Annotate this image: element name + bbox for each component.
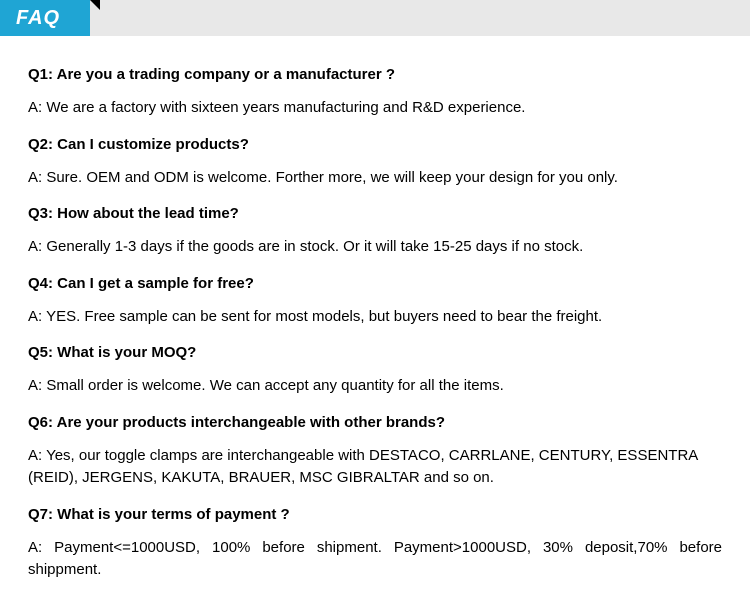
faq-item: Q1: Are you a trading company or a manuf… — [28, 64, 722, 120]
faq-answer: A: Payment<=1000USD, 100% before shipmen… — [28, 537, 722, 582]
faq-tab: FAQ — [0, 0, 90, 36]
faq-question: Q6: Are your products interchangeable wi… — [28, 412, 722, 433]
faq-answer: A: YES. Free sample can be sent for most… — [28, 306, 722, 329]
faq-answer: A: Small order is welcome. We can accept… — [28, 375, 722, 398]
faq-question: Q1: Are you a trading company or a manuf… — [28, 64, 722, 85]
faq-content: Q1: Are you a trading company or a manuf… — [0, 36, 750, 606]
faq-item: Q3: How about the lead time? A: Generall… — [28, 203, 722, 259]
faq-answer: A: Sure. OEM and ODM is welcome. Forther… — [28, 167, 722, 190]
faq-question: Q7: What is your terms of payment ? — [28, 504, 722, 525]
faq-item: Q5: What is your MOQ? A: Small order is … — [28, 342, 722, 398]
faq-question: Q5: What is your MOQ? — [28, 342, 722, 363]
faq-item: Q4: Can I get a sample for free? A: YES.… — [28, 273, 722, 329]
faq-item: Q7: What is your terms of payment ? A: P… — [28, 504, 722, 582]
faq-item: Q2: Can I customize products? A: Sure. O… — [28, 134, 722, 190]
faq-answer: A: Generally 1-3 days if the goods are i… — [28, 236, 722, 259]
faq-question: Q4: Can I get a sample for free? — [28, 273, 722, 294]
faq-question: Q2: Can I customize products? — [28, 134, 722, 155]
faq-item: Q6: Are your products interchangeable wi… — [28, 412, 722, 490]
faq-question: Q3: How about the lead time? — [28, 203, 722, 224]
faq-tab-label: FAQ — [16, 7, 60, 30]
header-bar: FAQ — [0, 0, 750, 36]
faq-answer: A: We are a factory with sixteen years m… — [28, 97, 722, 120]
faq-answer: A: Yes, our toggle clamps are interchang… — [28, 445, 722, 490]
